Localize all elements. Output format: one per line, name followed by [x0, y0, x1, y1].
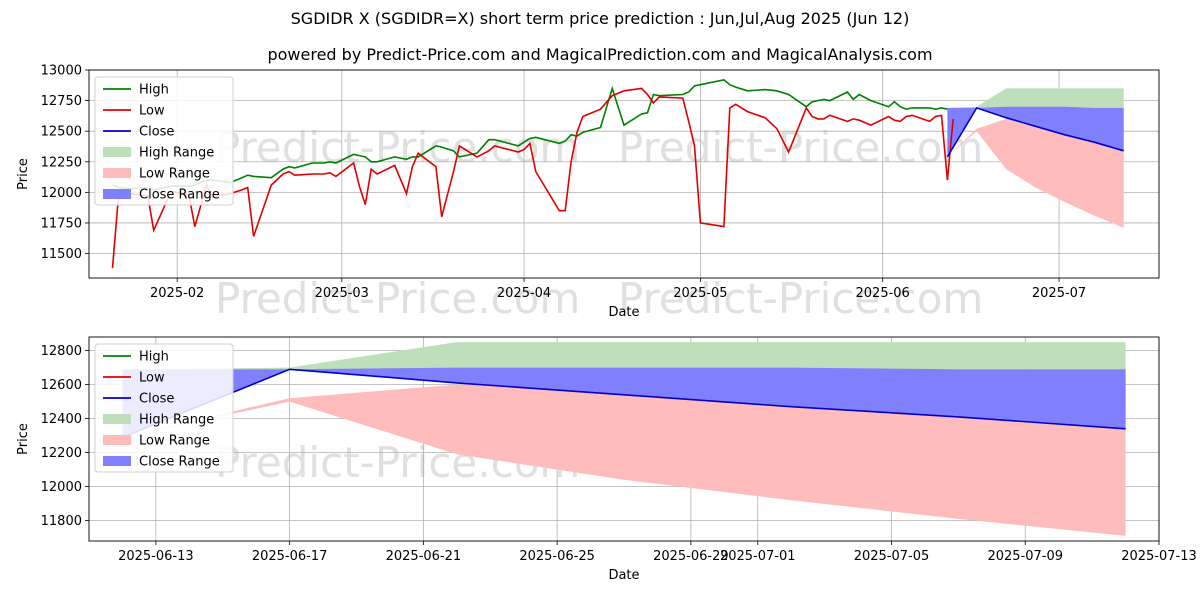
y-tick-label: 12000: [41, 186, 82, 201]
x-tick-label: 2025-07-05: [854, 549, 930, 564]
x-tick-label: 2025-06-13: [118, 549, 194, 564]
y-tick-label: 12000: [41, 480, 82, 495]
legend-label: Close Range: [139, 188, 220, 203]
axes-frame: [88, 69, 1160, 279]
title-line-1: SGDIDR X (SGDIDR=X) short term price pre…: [290, 9, 910, 28]
x-tick-label: 2025-03: [315, 286, 369, 301]
close-range-band: [122, 367, 1126, 438]
legend-swatch-patch: [103, 435, 131, 445]
close-range-band: [947, 106, 1124, 157]
x-tick-label: 2025-04: [497, 286, 551, 301]
y-axis-label: Price: [16, 158, 31, 190]
legend-label: High: [139, 350, 169, 365]
legend-item: Low: [103, 371, 165, 386]
legend-label: Low: [139, 371, 165, 386]
legend-item: Low: [103, 104, 165, 119]
legend-swatch-patch: [103, 168, 131, 178]
x-tick-label: 2025-06-17: [252, 549, 328, 564]
x-tick-label: 2025-06-25: [519, 549, 595, 564]
chart-panel-1: Predict-Price.com Predict-Price.com Predic…: [16, 64, 1160, 323]
x-tick-label: 2025-07-09: [987, 549, 1063, 564]
close-series-line: [946, 106, 1124, 158]
high-range-band: [947, 88, 1124, 108]
legend: High Low Close High Range Low Range Close Ran…: [94, 343, 234, 473]
x-tick-label: 2025-06-29: [653, 549, 729, 564]
legend-item: High Range: [103, 146, 214, 161]
legend-label: Low: [139, 104, 165, 119]
low-series-line: [111, 87, 949, 269]
legend-item: Close: [103, 125, 174, 140]
low-range-band: [947, 118, 1124, 228]
y-tick-label: 12800: [41, 344, 82, 359]
legend-swatch-patch: [103, 147, 131, 157]
title-line-2: powered by Predict-Price.com and Magical…: [267, 45, 933, 64]
legend-item: Close Range: [103, 455, 220, 470]
legend-label: Low Range: [139, 434, 210, 449]
high-series-line: [112, 78, 948, 191]
watermark-text: Predict-Price.com: [618, 123, 983, 172]
legend-item: High Range: [103, 413, 214, 428]
x-tick-label: 2025-06-21: [386, 549, 462, 564]
x-axis: 2025-06-13 2025-06-17 2025-06-21 2025-06-25…: [118, 541, 1197, 564]
legend-swatch-patch: [103, 456, 131, 466]
legend-label: Low Range: [139, 167, 210, 182]
x-axis-label: Date: [608, 305, 639, 320]
legend-item: High: [103, 350, 169, 365]
y-tick-label: 12200: [41, 446, 82, 461]
y-tick-label: 12500: [41, 125, 82, 140]
x-axis: 2025-02 2025-03 2025-04 2025-05 2025-06 2025-…: [150, 278, 1086, 301]
legend-item: Low Range: [103, 434, 210, 449]
x-tick-label: 2025-06: [856, 286, 910, 301]
high-range-band: [122, 342, 1126, 370]
legend-label: High Range: [139, 146, 214, 161]
y-tick-label: 12400: [41, 412, 82, 427]
x-axis-label: Date: [608, 568, 639, 583]
legend-label: Close Range: [139, 455, 220, 470]
y-tick-label: 13000: [41, 64, 82, 79]
y-tick-label: 12250: [41, 155, 82, 170]
legend: High Low Close High Range Low Range Close Ran…: [94, 76, 234, 206]
legend-label: Close: [139, 125, 174, 140]
chart-title: SGDIDR X (SGDIDR=X) short term price pre…: [0, 9, 1200, 28]
x-tick-label: 2025-02: [150, 286, 204, 301]
legend-item: High: [103, 83, 169, 98]
axes-frame: [88, 336, 1160, 542]
x-tick-label: 2025-07-13: [1121, 549, 1197, 564]
chart-subtitle: powered by Predict-Price.com and Magical…: [0, 45, 1200, 64]
watermark-text: Predict-Price.com: [618, 274, 983, 323]
legend-item: Close Range: [103, 188, 220, 203]
y-tick-label: 11500: [41, 247, 82, 262]
legend-swatch-patch: [103, 189, 131, 199]
legend-swatch-patch: [103, 414, 131, 424]
y-axis: 11500 11750 12000 12250 12500 12750 13000: [41, 64, 89, 262]
y-tick-label: 12750: [41, 94, 82, 109]
close-series-line: [122, 368, 1126, 439]
watermark-text: Predict-Price.com: [215, 274, 580, 323]
legend-item: Close: [103, 392, 174, 407]
legend-label: Close: [139, 392, 174, 407]
legend-item: Low Range: [103, 167, 210, 182]
legend-label: High Range: [139, 413, 214, 428]
chart-panel-2: Predict-Price.comPredict-Price.com2025-0…: [16, 336, 1197, 583]
y-axis-label: Price: [16, 423, 31, 455]
low-range-band: [122, 384, 1126, 536]
y-tick-label: 11750: [41, 216, 82, 231]
legend-label: High: [139, 83, 169, 98]
low-series-tail: [946, 118, 954, 181]
x-tick-label: 2025-07-01: [720, 549, 796, 564]
y-axis: 11800 12000 12200 12400 12600 12800: [41, 344, 89, 529]
y-tick-label: 11800: [41, 514, 82, 529]
plot-area: [111, 78, 1124, 269]
x-tick-label: 2025-05: [673, 286, 727, 301]
plot-area: [122, 342, 1126, 536]
y-tick-label: 12600: [41, 378, 82, 393]
x-tick-label: 2025-07: [1032, 286, 1086, 301]
